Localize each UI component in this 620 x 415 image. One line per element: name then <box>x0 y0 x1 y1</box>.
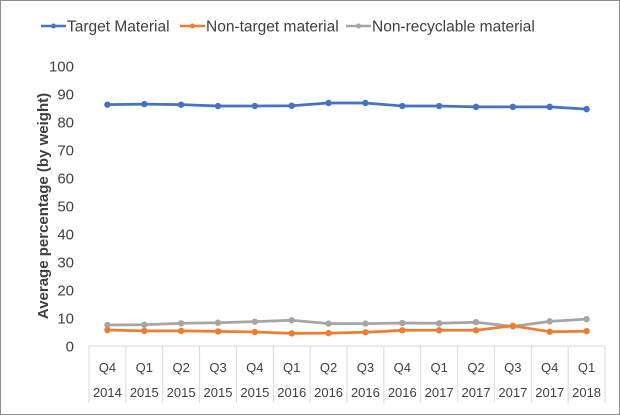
data-point-non-recyclable-material <box>214 319 222 326</box>
x-tick-quarter: Q4 <box>394 360 411 375</box>
data-point-target-material <box>325 99 332 107</box>
data-point-non-recyclable-material <box>583 315 590 323</box>
x-tick-quarter: Q1 <box>283 360 300 375</box>
data-point-target-material <box>251 102 259 110</box>
data-point-target-material <box>177 101 185 108</box>
data-point-target-material <box>399 102 406 110</box>
x-tick-year: 2018 <box>572 385 601 400</box>
x-tick-quarter: Q4 <box>99 360 116 375</box>
x-tick-quarter: Q2 <box>467 360 484 375</box>
data-point-non-recyclable-material <box>141 321 148 328</box>
data-point-non-recyclable-material <box>104 321 111 329</box>
data-point-non-target-material <box>214 328 222 335</box>
x-tick-quarter: Q1 <box>136 360 153 375</box>
legend-label-non-target: Non-target material <box>206 19 339 36</box>
x-tick-year: 2017 <box>425 385 454 400</box>
x-tick-quarter: Q4 <box>541 360 558 375</box>
x-tick-year: 2015 <box>130 385 159 400</box>
data-point-non-target-material <box>509 322 517 330</box>
legend: Target Material Non-target material Non-… <box>41 19 535 36</box>
data-point-target-material <box>546 103 553 111</box>
x-tick-year: 2016 <box>314 385 343 400</box>
series-target-material <box>104 99 590 113</box>
y-tick-label: 30 <box>57 255 74 272</box>
x-tick-year: 2017 <box>535 385 564 400</box>
y-tick-label: 20 <box>57 283 74 300</box>
y-tick-label: 50 <box>57 199 74 216</box>
series-group <box>104 99 590 337</box>
x-tick-quarter: Q1 <box>578 360 595 375</box>
data-point-non-target-material <box>399 327 406 334</box>
x-tick-year: 2015 <box>204 385 233 400</box>
x-tick-year: 2017 <box>462 385 491 400</box>
x-tick-quarter: Q1 <box>430 360 447 375</box>
data-point-target-material <box>288 102 295 109</box>
legend-marker-non-target <box>190 23 195 29</box>
series-line-non-target-material <box>107 324 587 335</box>
data-point-target-material <box>509 103 517 111</box>
legend-marker-non-recyclable <box>356 23 361 29</box>
y-tick-label: 0 <box>66 339 74 356</box>
y-tick-label: 10 <box>57 311 74 328</box>
data-point-non-recyclable-material <box>177 320 185 327</box>
data-point-non-target-material <box>177 327 185 335</box>
x-tick-year: 2016 <box>277 385 306 400</box>
x-tick-year: 2015 <box>240 385 269 400</box>
data-point-non-recyclable-material <box>325 320 332 327</box>
x-tick-quarter: Q2 <box>172 360 189 375</box>
x-tick-quarter: Q4 <box>246 360 263 375</box>
data-point-target-material <box>214 102 222 110</box>
data-point-target-material <box>104 101 111 108</box>
x-tick-quarter: Q3 <box>209 360 226 375</box>
data-point-target-material <box>472 103 480 111</box>
series-line-target-material <box>107 101 587 111</box>
data-point-non-recyclable-material <box>362 320 369 327</box>
data-point-non-recyclable-material <box>288 317 295 324</box>
series-non-target-material <box>104 322 590 337</box>
data-point-non-recyclable-material <box>472 319 480 326</box>
data-point-target-material <box>141 100 148 108</box>
legend-marker-target <box>51 23 56 29</box>
data-point-non-recyclable-material <box>546 318 553 325</box>
x-tick-quarter: Q3 <box>504 360 521 375</box>
data-point-target-material <box>435 102 443 110</box>
legend-item-non-target-material: Non-target material <box>180 19 339 36</box>
data-point-target-material <box>583 105 590 113</box>
y-tick-label: 70 <box>57 143 74 160</box>
y-tick-label: 100 <box>49 59 74 76</box>
data-point-non-target-material <box>251 328 259 336</box>
data-point-non-target-material <box>435 327 443 334</box>
data-point-non-target-material <box>472 327 480 334</box>
legend-item-target-material: Target Material <box>41 19 170 36</box>
x-tick-year: 2016 <box>388 385 417 400</box>
legend-label-target: Target Material <box>67 19 170 36</box>
legend-item-non-recyclable-material: Non-recyclable material <box>346 19 535 36</box>
data-point-non-target-material <box>583 327 590 335</box>
y-axis-title: Average percentage (by weight) <box>35 93 52 319</box>
data-point-non-target-material <box>104 326 111 334</box>
data-point-target-material <box>362 99 369 107</box>
data-point-non-recyclable-material <box>435 320 443 327</box>
y-axis-ticks: 0 10 20 30 40 50 60 70 80 90 100 <box>49 59 74 356</box>
x-tick-quarter: Q3 <box>357 360 374 375</box>
data-point-non-target-material <box>325 329 332 337</box>
data-point-non-recyclable-material <box>251 318 259 325</box>
x-tick-year: 2016 <box>351 385 380 400</box>
x-tick-year: 2017 <box>498 385 527 400</box>
x-tick-year: 2015 <box>167 385 196 400</box>
y-tick-label: 40 <box>57 227 74 244</box>
y-tick-label: 80 <box>57 115 74 132</box>
y-tick-label: 90 <box>57 87 74 104</box>
x-axis: Q4 2014 Q1 2015 Q2 2015 Q3 2015 Q4 2015 Q1 2016 Q2 20… <box>88 345 606 403</box>
data-point-non-target-material <box>362 329 369 336</box>
x-tick-quarter: Q2 <box>320 360 337 375</box>
data-point-non-target-material <box>546 328 553 335</box>
x-tick-year: 2014 <box>93 385 122 400</box>
legend-label-non-recyclable: Non-recyclable material <box>372 19 535 36</box>
data-point-non-target-material <box>141 327 148 335</box>
data-point-non-target-material <box>288 330 295 337</box>
data-point-non-recyclable-material <box>399 319 406 327</box>
y-tick-label: 60 <box>57 171 74 188</box>
